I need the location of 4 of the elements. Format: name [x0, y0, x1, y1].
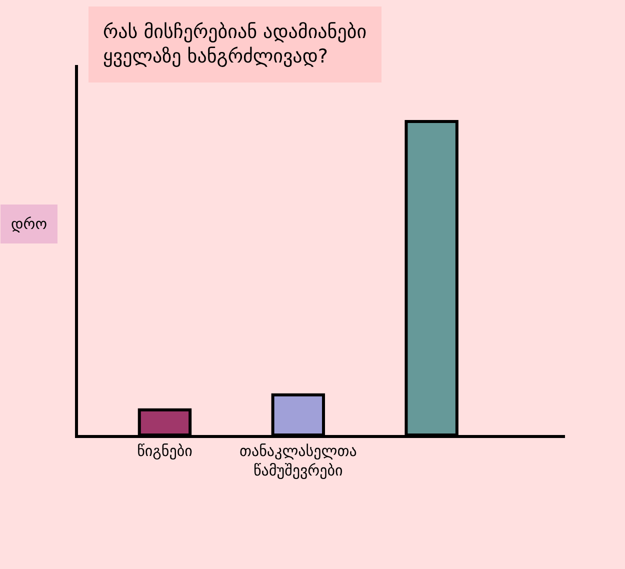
chart-title: რას მისჩერებიან ადამიანები ყველაზე ხანგრძლივად? [103, 21, 367, 68]
x-tick-label: წიგნები [137, 442, 193, 460]
y-axis-title: დრო [11, 215, 48, 233]
x-tick-label: თანაკლასელთა წამუშევრები [239, 442, 357, 480]
